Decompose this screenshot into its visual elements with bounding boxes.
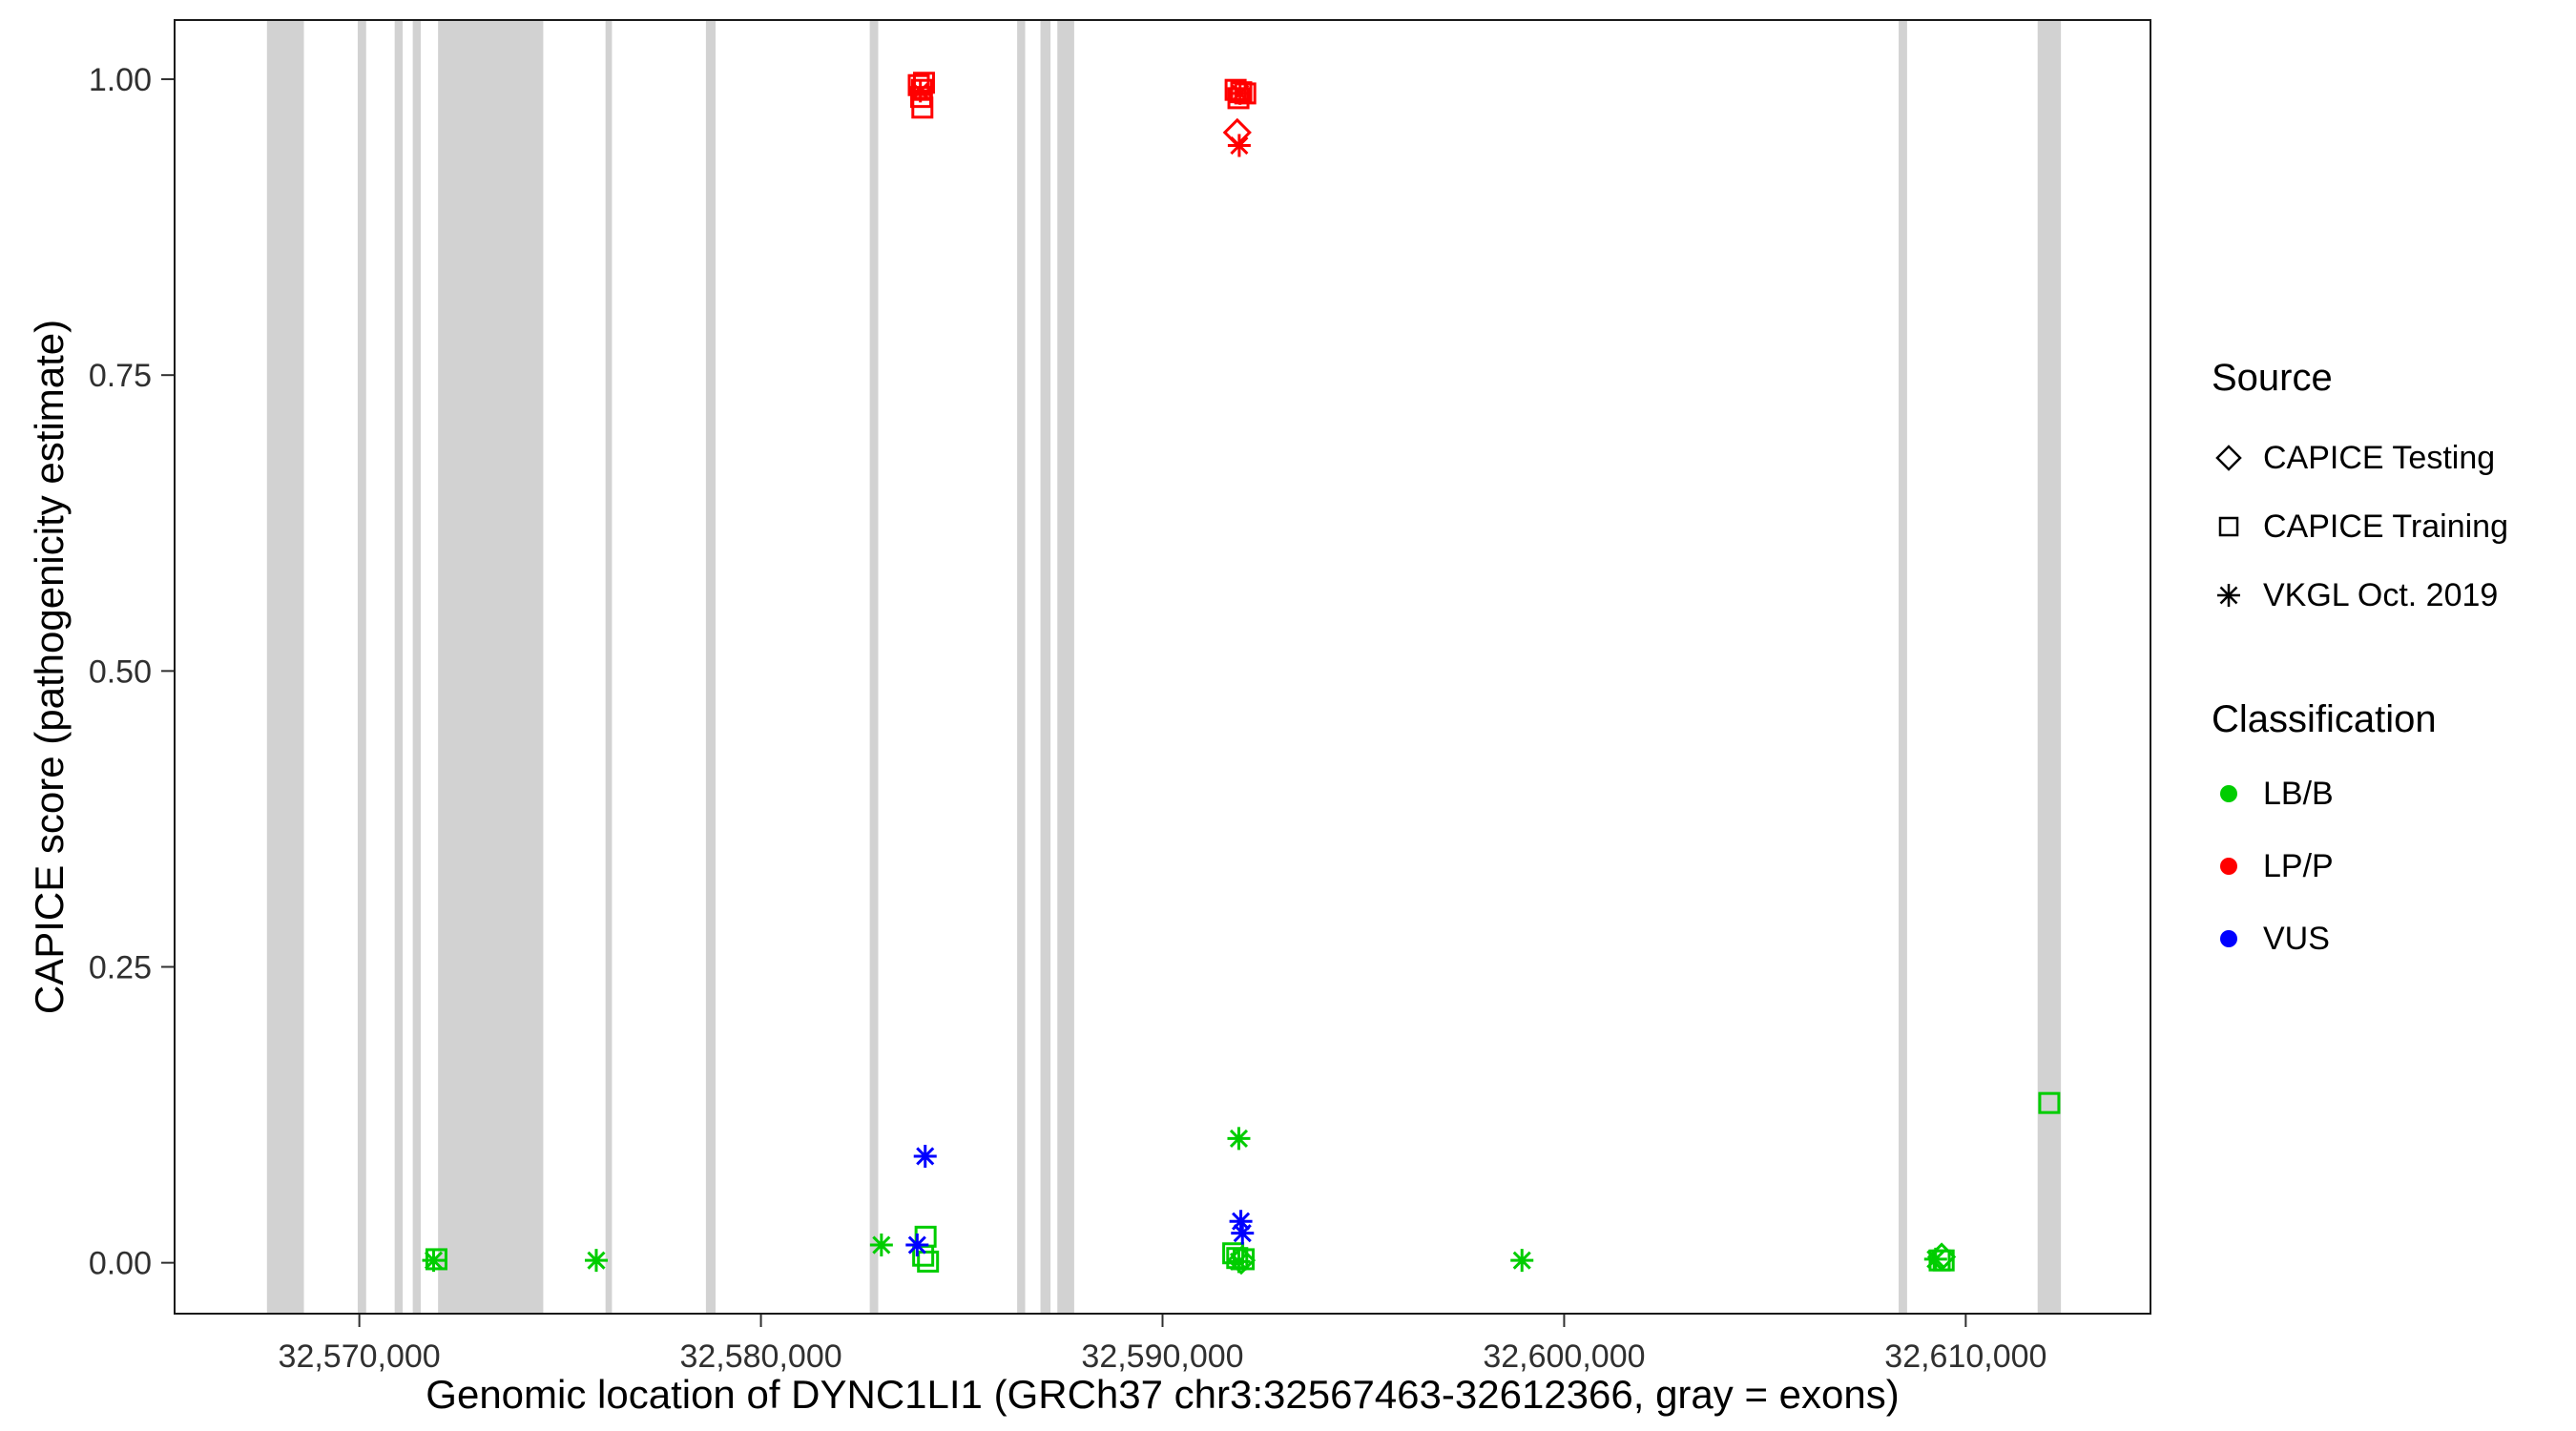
exon-band [1040,20,1051,1314]
exon-band [1057,20,1074,1314]
data-point-asterisk [1229,1210,1253,1234]
data-point-asterisk [1227,1127,1251,1151]
legend-item-label: CAPICE Testing [2263,439,2496,476]
data-point-asterisk [1510,1249,1534,1273]
x-tick-label: 32,590,000 [1081,1338,1243,1375]
data-point-asterisk [584,1249,608,1273]
legend-item-lpp: LP/P [2212,830,2508,902]
data-point-asterisk [1227,1250,1251,1274]
legend-item-capice-training: CAPICE Training [2212,492,2508,561]
x-tick-label: 32,570,000 [279,1338,441,1375]
red-dot-icon [2220,858,2237,875]
data-point-asterisk [1231,1221,1255,1245]
y-tick-label: 0.50 [89,653,152,690]
data-point-square [425,1248,447,1271]
legend: Source CAPICE Testing CAPICE Training VK… [2212,355,2508,975]
x-tick-label: 32,600,000 [1483,1338,1645,1375]
data-point-asterisk [913,1145,937,1168]
y-tick-label: 0.00 [89,1246,152,1282]
legend-item-label: CAPICE Training [2263,508,2508,545]
legend-item-label: LP/P [2263,847,2334,884]
legend-item-label: LB/B [2263,775,2334,812]
x-tick-label: 32,610,000 [1884,1338,2046,1375]
exon-band [412,20,422,1314]
legend-item-lbb: LB/B [2212,757,2508,830]
exon-band [357,20,366,1314]
legend-item-capice-testing: CAPICE Testing [2212,424,2508,492]
legend-item-label: VKGL Oct. 2019 [2263,576,2499,613]
exon-band [2037,20,2062,1314]
y-axis-title: CAPICE score (pathogenicity estimate) [27,319,72,1015]
data-point-square [911,96,934,119]
exon-band [1017,20,1026,1314]
exon-band [605,20,613,1314]
data-point-square [1227,87,1250,110]
green-dot-icon [2220,785,2237,802]
data-point-square [1233,1248,1256,1271]
exon-band [869,20,879,1314]
data-point-asterisk [908,79,932,103]
asterisk-icon [2217,584,2240,607]
exon-band [394,20,404,1314]
exon-band [705,20,716,1314]
y-tick-label: 0.25 [89,949,152,985]
exon-band [266,20,304,1314]
legend-item-label: VUS [2263,920,2330,957]
data-point-diamond [1926,1242,1957,1272]
data-point-square [2038,1091,2061,1114]
y-tick-label: 0.75 [89,358,152,394]
data-point-asterisk [869,1234,893,1257]
blue-dot-icon [2220,930,2237,947]
exon-band [438,20,544,1314]
legend-classification-title: Classification [2212,698,2437,740]
diamond-icon [2215,445,2242,471]
square-icon [2218,516,2239,537]
data-point-asterisk [1923,1247,1947,1271]
x-tick-label: 32,580,000 [679,1338,841,1375]
data-point-asterisk [1227,134,1251,157]
data-point-diamond [1222,117,1252,147]
data-point-asterisk [905,1234,929,1257]
panel-border [174,19,2151,1315]
y-tick-label: 1.00 [89,62,152,98]
data-point-square [917,1250,940,1273]
exon-band [1899,20,1907,1314]
x-axis-title: Genomic location of DYNC1LI1 (GRCh37 chr… [426,1372,1900,1417]
legend-source-title: Source [2212,357,2333,399]
data-point-asterisk [1228,81,1252,105]
legend-item-vkgl: VKGL Oct. 2019 [2212,561,2508,630]
legend-item-vus: VUS [2212,902,2508,975]
data-point-asterisk [422,1249,446,1273]
